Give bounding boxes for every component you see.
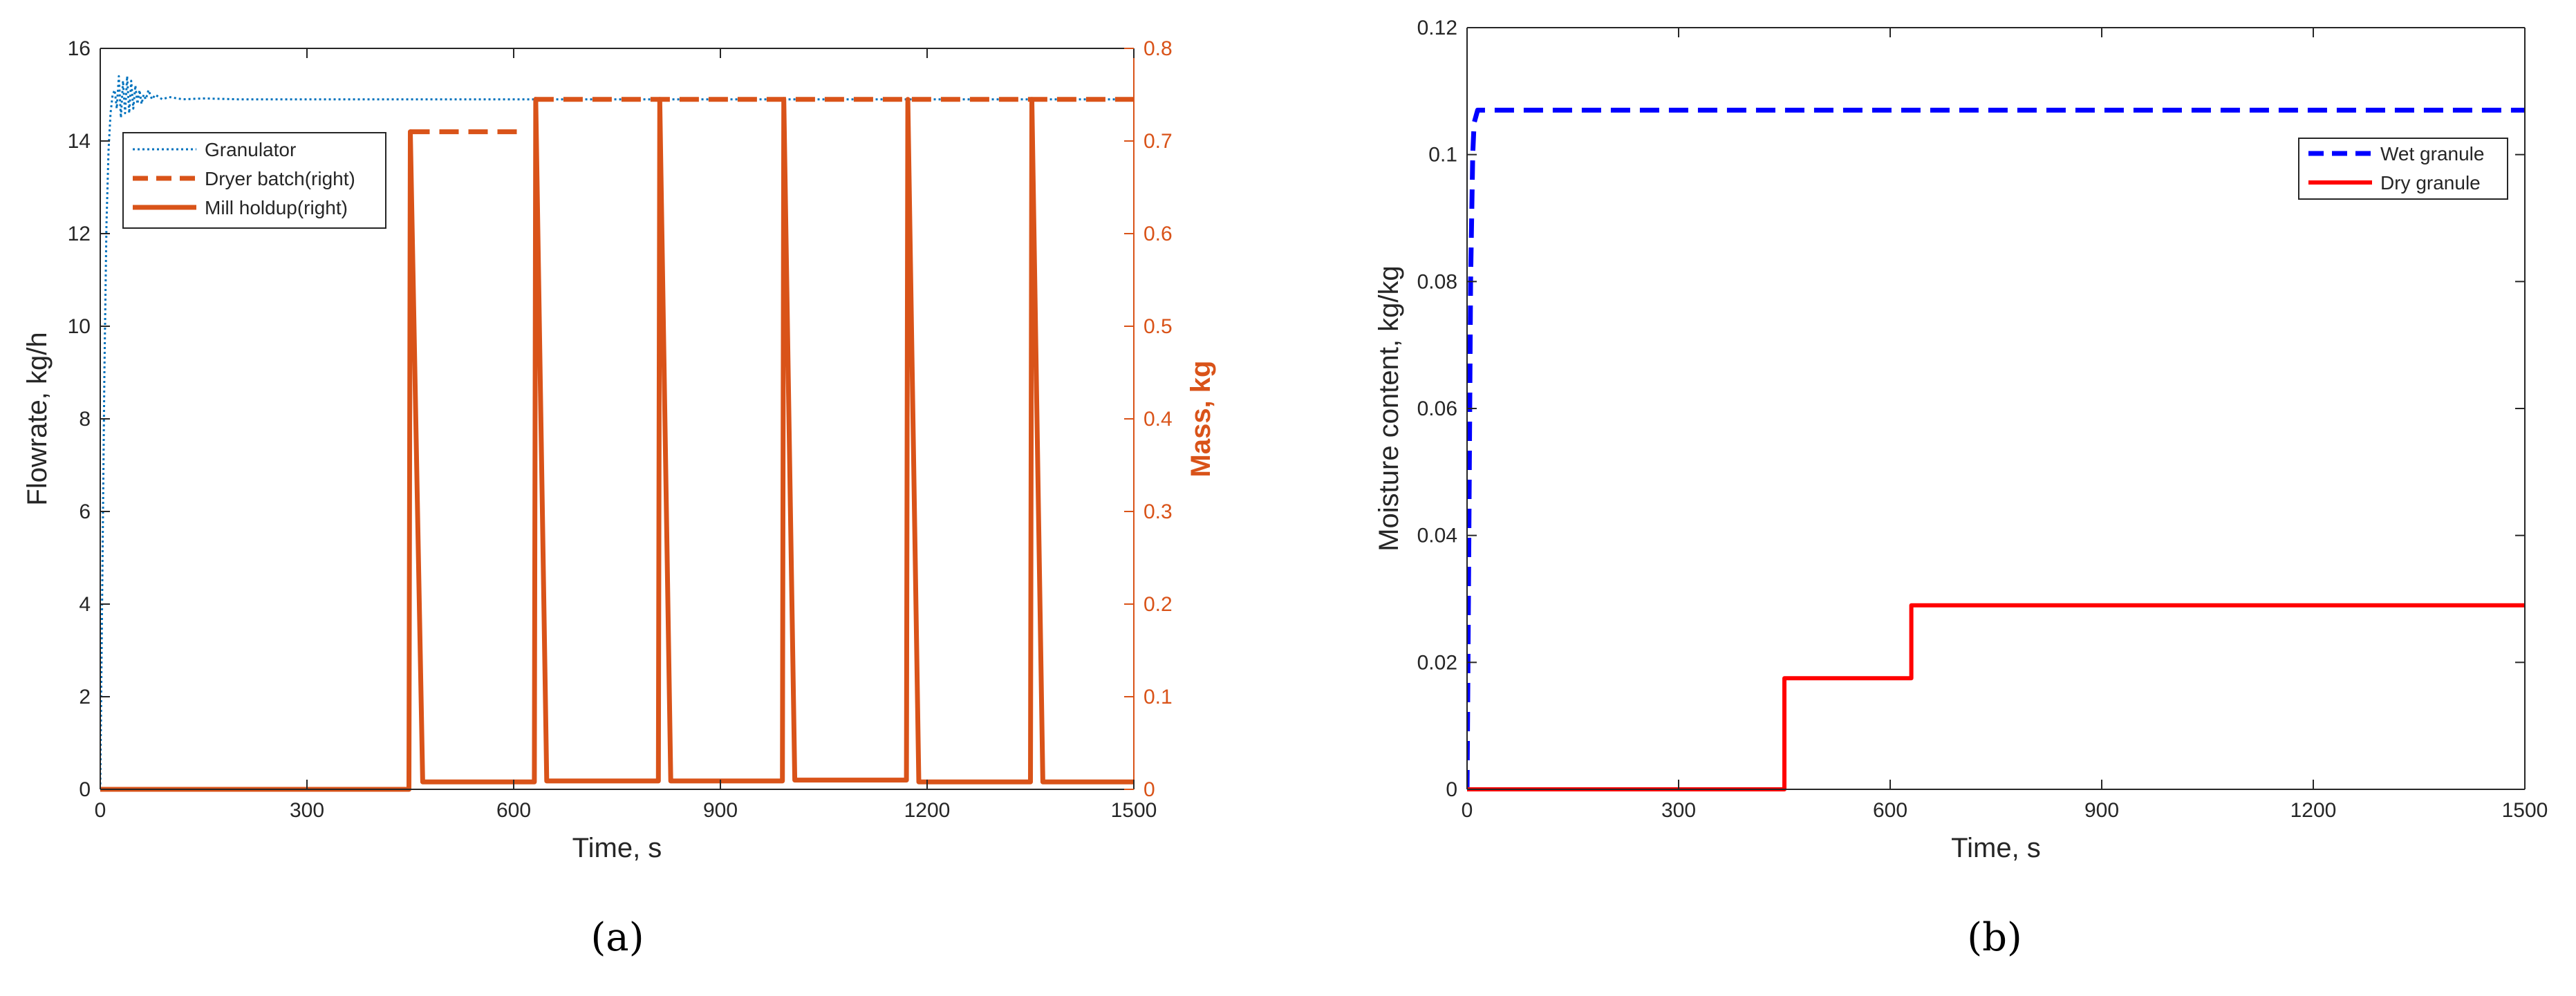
y-tick-label: 0	[79, 778, 91, 801]
y-tick-label: 14	[68, 130, 91, 153]
series-line-granulator	[100, 75, 1134, 790]
y-right-tick-label: 0.7	[1144, 130, 1173, 153]
y-right-tick-label: 0.8	[1144, 37, 1173, 60]
legend-label: Wet granule	[2380, 143, 2484, 165]
series-line-mill-holdup-right-	[100, 97, 1134, 792]
legend-box	[2298, 138, 2508, 200]
y-right-tick-label: 0.5	[1144, 315, 1173, 338]
y-tick-label: 12	[68, 223, 91, 245]
y-right-tick-label: 0.6	[1144, 223, 1173, 245]
legend-label: Dry granule	[2380, 172, 2481, 194]
legend-label: Dryer batch(right)	[205, 168, 355, 189]
x-tick-label: 300	[1661, 799, 1696, 822]
y-tick-label: 0.08	[1417, 270, 1457, 293]
y-right-tick-label: 0.1	[1144, 686, 1173, 708]
legend-label: Mill holdup(right)	[205, 197, 348, 218]
y-tick-label: 0.1	[1428, 144, 1457, 167]
chart-panel-a: 0 300 600 900 1200 1500024681012141600.10.20.…	[22, 37, 1216, 960]
y-right-tick-label: 0	[1144, 778, 1155, 801]
y-axis-label: Flowrate, kg/h	[22, 332, 53, 505]
series-line-wet-granule	[1467, 107, 2525, 790]
x-axis-label: Time, s	[1951, 833, 2041, 863]
chart-panel-b: 0 300 600 900 1200 1500 0 0.02 0.04 0.06 0.08 0.1 0.…	[1374, 17, 2548, 960]
x-tick-label: 1500	[1111, 799, 1157, 822]
y-tick-label: 0	[1446, 778, 1457, 801]
panel-caption: (a)	[590, 915, 644, 960]
x-tick-label: 1200	[2290, 799, 2337, 822]
x-tick-label: 1200	[904, 799, 951, 822]
y-tick-label: 2	[79, 686, 91, 708]
y-right-tick-label: 0.3	[1144, 500, 1173, 523]
legend: Wet granule Dry granule	[2298, 138, 2508, 200]
y-axis-label: Moisture content, kg/kg	[1374, 265, 1404, 552]
x-tick-label: 300	[290, 799, 324, 822]
legend-label: Granulator	[205, 139, 296, 160]
x-tick-label: 600	[496, 799, 531, 822]
series-group	[100, 75, 1134, 792]
legend: Granulator Dryer batch(right) Mill holdup(…	[122, 132, 386, 229]
y-axis-right-label: Mass, kg	[1186, 361, 1216, 478]
y-tick-label: 0.04	[1417, 525, 1457, 547]
x-tick-label: 900	[2084, 799, 2119, 822]
y-tick-label: 4	[79, 593, 91, 616]
x-tick-label: 1500	[2502, 799, 2548, 822]
x-tick-label: 0	[1462, 799, 1473, 822]
y-tick-label: 10	[68, 315, 91, 338]
y-tick-label: 0.12	[1417, 17, 1457, 39]
x-tick-label: 0	[95, 799, 106, 822]
y-tick-label: 16	[68, 37, 91, 60]
x-tick-label: 600	[1873, 799, 1907, 822]
y-right-tick-label: 0.2	[1144, 593, 1173, 616]
x-tick-label: 900	[703, 799, 738, 822]
y-tick-label: 8	[79, 408, 91, 431]
y-tick-label: 0.02	[1417, 651, 1457, 674]
panel-caption: (b)	[1967, 915, 2022, 960]
y-tick-label: 6	[79, 500, 91, 523]
y-tick-label: 0.06	[1417, 397, 1457, 420]
x-axis-label: Time, s	[572, 833, 662, 863]
y-right-tick-label: 0.4	[1144, 408, 1173, 431]
